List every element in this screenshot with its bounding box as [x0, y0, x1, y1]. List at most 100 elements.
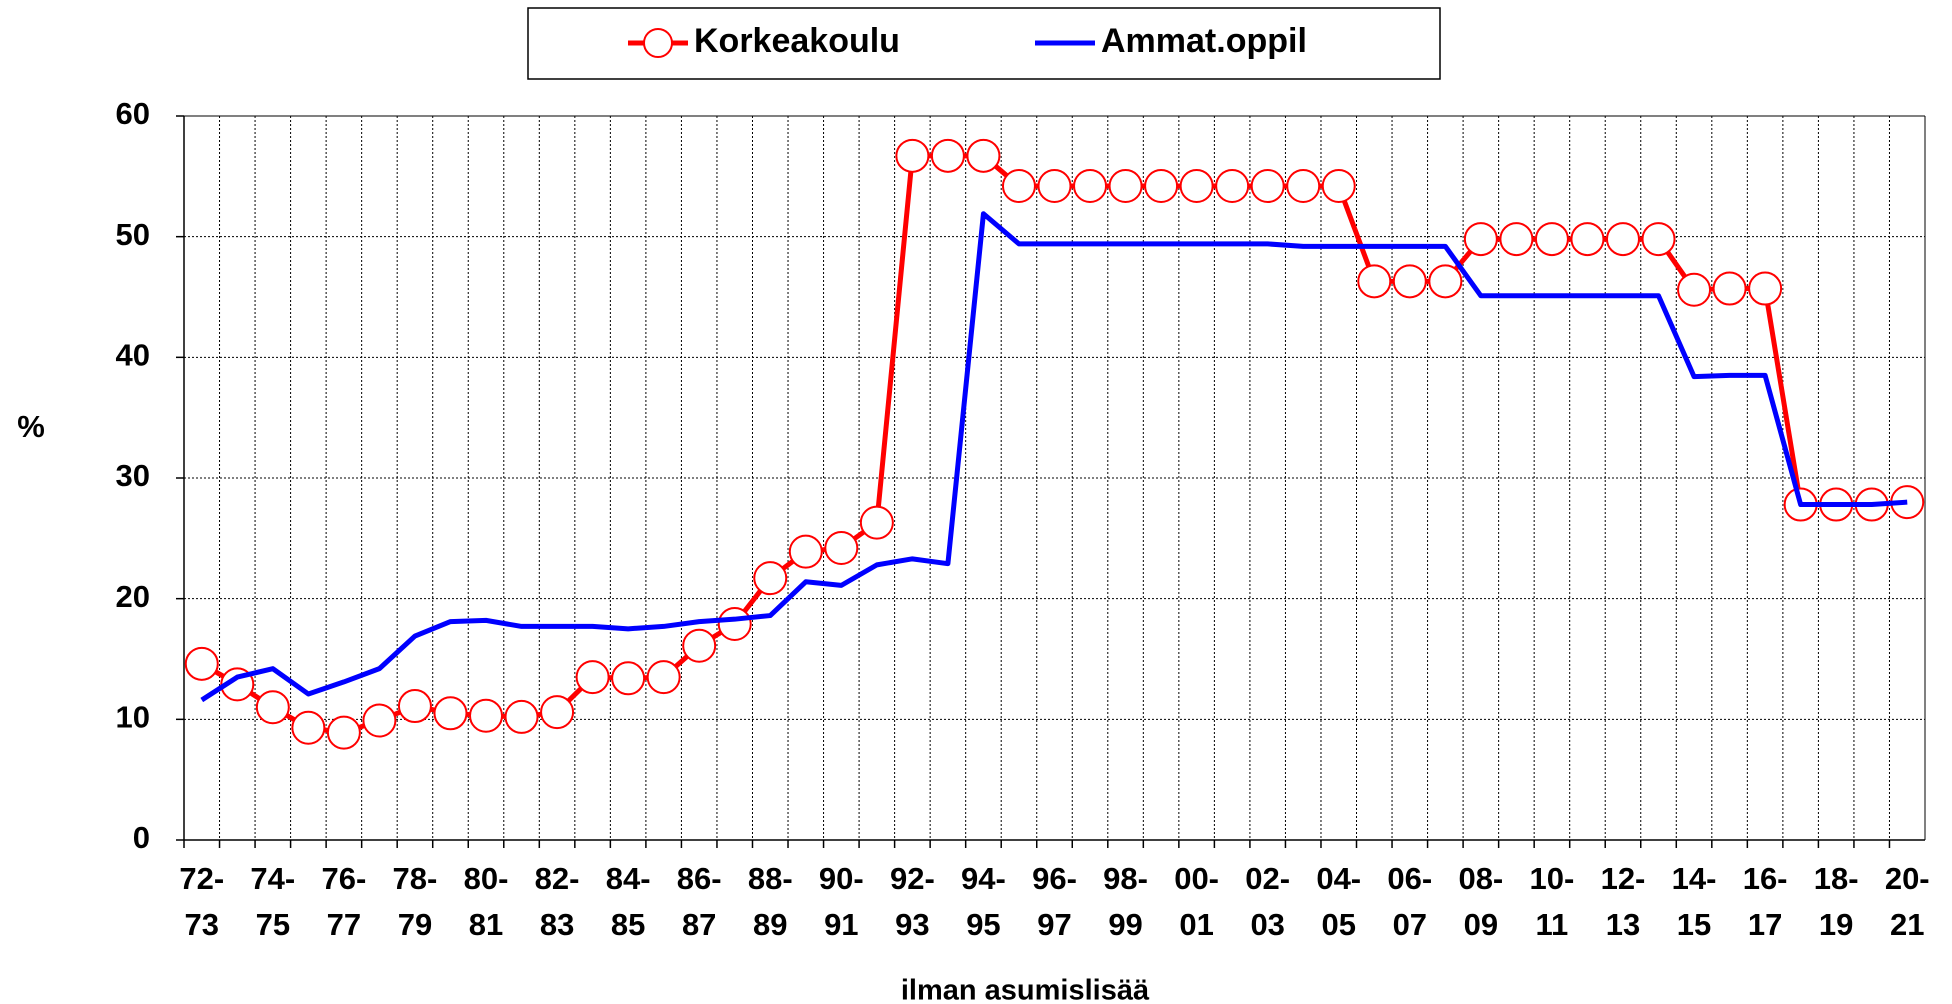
x-tick-label-line: 77 — [327, 907, 361, 942]
x-tick-label-line: 19 — [1819, 907, 1853, 942]
marker — [1748, 271, 1783, 306]
legend-label: Ammat.oppil — [1101, 22, 1307, 60]
x-tick-label-line: 12- — [1601, 861, 1646, 896]
x-tick-label-line: 03 — [1250, 907, 1284, 942]
x-tick-label-line: 82- — [535, 861, 580, 896]
marker — [788, 534, 823, 569]
x-tick-label-line: 85 — [611, 907, 645, 942]
marker — [1463, 222, 1498, 257]
marker — [1499, 222, 1534, 257]
x-tick-label-line: 81 — [469, 907, 503, 942]
x-tick-label-line: 14- — [1672, 861, 1717, 896]
x-tick-label-line: 20- — [1885, 861, 1930, 896]
marker — [575, 660, 610, 695]
marker — [1037, 168, 1072, 203]
x-tick-label-line: 13 — [1606, 907, 1640, 942]
x-tick-label-line: 04- — [1316, 861, 1361, 896]
x-tick-label: 98-99 — [1103, 861, 1148, 942]
x-tick-label-line: 94- — [961, 861, 1006, 896]
y-axis-label: % — [17, 409, 45, 444]
x-tick-label: 86-87 — [677, 861, 722, 942]
x-tick-label-line: 21 — [1890, 907, 1924, 942]
x-tick-label-line: 01 — [1179, 907, 1213, 942]
x-tick-label-line: 88- — [748, 861, 793, 896]
y-tick-label: 10 — [116, 700, 150, 735]
x-tick-label-line: 16- — [1743, 861, 1788, 896]
x-tick-label: 06-07 — [1387, 861, 1432, 942]
y-tick-label: 0 — [133, 820, 150, 855]
x-tick-label-line: 75 — [256, 907, 290, 942]
x-tick-label-line: 18- — [1814, 861, 1859, 896]
marker — [433, 696, 468, 731]
x-tick-label-line: 78- — [393, 861, 438, 896]
x-tick-label-line: 05 — [1322, 907, 1356, 942]
marker — [1250, 168, 1285, 203]
marker — [1641, 222, 1676, 257]
marker — [1392, 264, 1427, 299]
marker — [646, 660, 681, 695]
x-tick-label-line: 74- — [250, 861, 295, 896]
x-tick-label: 76-77 — [321, 861, 366, 942]
x-tick-label-line: 11 — [1536, 907, 1569, 942]
marker — [1712, 271, 1747, 306]
marker — [184, 646, 219, 681]
x-tick-label: 94-95 — [961, 861, 1006, 942]
x-tick-label: 74-75 — [250, 861, 295, 942]
x-tick-label-line: 10- — [1530, 861, 1575, 896]
y-tick-label: 30 — [116, 458, 150, 493]
x-tick-label-line: 92- — [890, 861, 935, 896]
x-tick-label-line: 02- — [1245, 861, 1290, 896]
x-tick-label: 90-91 — [819, 861, 864, 942]
x-tick-label: 80-81 — [464, 861, 509, 942]
x-tick-label: 84-85 — [606, 861, 651, 942]
marker — [1001, 168, 1036, 203]
x-axis-label: ilman asumislisää — [901, 975, 1150, 1004]
x-tick-label-line: 91 — [824, 907, 858, 942]
x-tick-label-line: 15 — [1677, 907, 1711, 942]
x-tick-label-line: 99 — [1108, 907, 1142, 942]
x-tick-label-line: 17 — [1748, 907, 1782, 942]
marker — [1534, 222, 1569, 257]
marker — [859, 505, 894, 540]
x-tick-label: 82-83 — [535, 861, 580, 942]
x-tick-label-line: 09 — [1464, 907, 1498, 942]
marker — [1428, 264, 1463, 299]
legend-label: Korkeakoulu — [694, 22, 900, 60]
x-tick-label-line: 07 — [1393, 907, 1427, 942]
x-tick-label-line: 90- — [819, 861, 864, 896]
marker — [1108, 168, 1143, 203]
x-tick-label: 72-73 — [179, 861, 224, 942]
x-tick-label-line: 00- — [1174, 861, 1219, 896]
x-tick-label-line: 86- — [677, 861, 722, 896]
x-tick-label-line: 06- — [1387, 861, 1432, 896]
x-tick-label: 14-15 — [1672, 861, 1717, 942]
x-tick-label: 92-93 — [890, 861, 935, 942]
x-tick-label-line: 98- — [1103, 861, 1148, 896]
marker — [255, 690, 290, 725]
marker — [966, 138, 1001, 173]
marker — [504, 699, 539, 734]
marker — [1677, 272, 1712, 307]
x-tick-label: 10-11 — [1530, 861, 1575, 942]
marker — [1286, 168, 1321, 203]
marker — [291, 710, 326, 745]
marker — [682, 628, 717, 663]
x-tick-label-line: 84- — [606, 861, 651, 896]
x-tick-label-line: 08- — [1458, 861, 1503, 896]
marker — [1215, 168, 1250, 203]
x-tick-label-line: 97 — [1037, 907, 1071, 942]
y-tick-label: 60 — [116, 96, 150, 131]
marker — [1144, 168, 1179, 203]
marker — [1321, 168, 1356, 203]
marker — [397, 689, 432, 724]
x-tick-label-line: 87 — [682, 907, 716, 942]
marker — [362, 703, 397, 738]
x-tick-label-line: 89 — [753, 907, 787, 942]
x-tick-label-line: 73 — [185, 907, 219, 942]
y-tick-label: 50 — [116, 217, 150, 252]
x-tick-label: 20-21 — [1885, 861, 1930, 942]
x-tick-label: 02-03 — [1245, 861, 1290, 942]
x-tick-label: 78-79 — [393, 861, 438, 942]
marker — [717, 607, 752, 642]
